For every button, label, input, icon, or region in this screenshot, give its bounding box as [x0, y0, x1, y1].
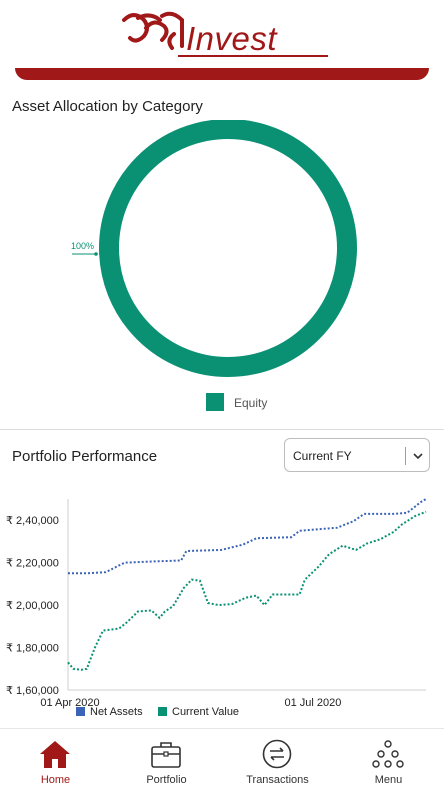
- legend-label-net-assets: Net Assets: [90, 706, 143, 718]
- x-tick-label: 01 Jul 2020: [285, 697, 342, 709]
- nav-item-home[interactable]: Home: [0, 729, 111, 801]
- y-tick-label: ₹ 1,80,000: [6, 643, 59, 655]
- legend-swatch-equity: [206, 393, 224, 411]
- period-select[interactable]: Current FY: [284, 438, 430, 472]
- donut-slice-label: 100%: [71, 241, 94, 251]
- y-tick-label: ₹ 2,20,000: [6, 558, 59, 570]
- nav-item-menu[interactable]: Menu: [333, 729, 444, 801]
- menu-dots-icon: [372, 740, 404, 768]
- logo-script-mark: [122, 11, 184, 50]
- legend-label-current-value: Current Value: [172, 706, 239, 718]
- donut-label-dot: [94, 252, 98, 256]
- performance-line-chart: ₹ 1,60,000 ₹ 1,80,000 ₹ 2,00,000 ₹ 2,20,000…: [6, 498, 427, 718]
- nav-label-menu: Menu: [374, 774, 403, 786]
- header-accent-bar: [15, 68, 429, 80]
- period-select-value: Current FY: [293, 449, 352, 463]
- brand-logo: Invest: [118, 6, 328, 58]
- legend-label-equity: Equity: [234, 396, 268, 410]
- nav-label-transactions: Transactions: [246, 774, 309, 786]
- period-select-separator: [405, 447, 406, 465]
- nav-label-home: Home: [40, 774, 71, 786]
- brand-underline: [178, 55, 328, 57]
- y-tick-label: ₹ 1,60,000: [6, 685, 59, 697]
- nav-item-transactions[interactable]: Transactions: [222, 729, 333, 801]
- x-tick-label: 01 Apr 2020: [40, 697, 99, 709]
- allocation-title: Asset Allocation by Category: [12, 98, 203, 115]
- chevron-down-icon[interactable]: [409, 447, 427, 465]
- exchange-icon: [262, 739, 292, 769]
- app-header: Invest: [0, 0, 444, 68]
- brand-word: Invest: [186, 20, 278, 57]
- nav-label-portfolio: Portfolio: [146, 774, 187, 786]
- briefcase-icon: [151, 742, 181, 768]
- series-line-net-assets: [68, 498, 427, 575]
- legend-swatch-current-value: [158, 707, 167, 716]
- allocation-donut-chart: 100%: [71, 120, 357, 377]
- home-icon: [40, 741, 70, 768]
- y-tick-label: ₹ 2,40,000: [6, 515, 59, 527]
- y-tick-label: ₹ 2,00,000: [6, 600, 59, 612]
- bottom-navigation: Home Portfolio Transactions Menu: [0, 728, 444, 800]
- section-divider: [0, 429, 444, 430]
- nav-item-portfolio[interactable]: Portfolio: [111, 729, 222, 801]
- legend-swatch-net-assets: [76, 707, 85, 716]
- performance-title: Portfolio Performance: [12, 448, 158, 465]
- series-line-current-value: [67, 510, 427, 671]
- donut-slice-equity[interactable]: [99, 120, 357, 377]
